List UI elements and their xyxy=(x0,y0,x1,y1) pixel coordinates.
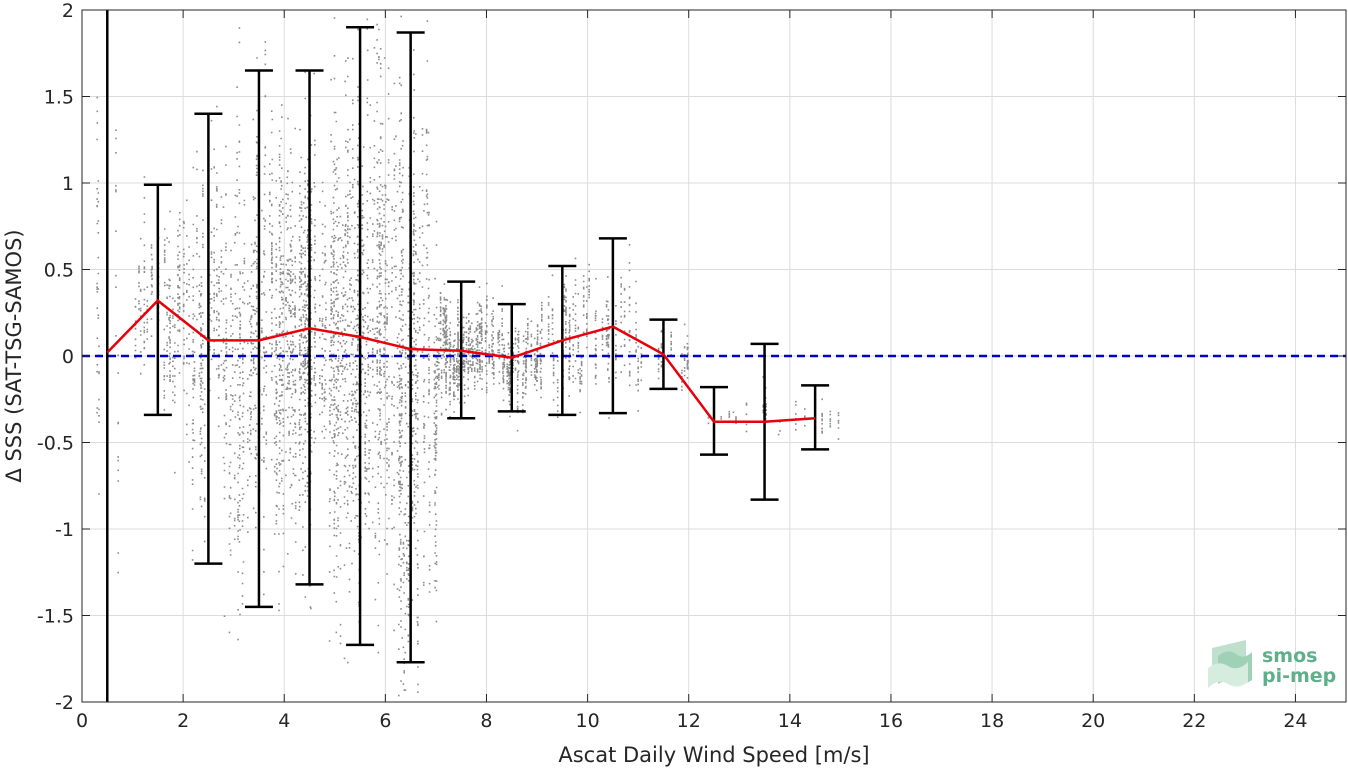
x-tick-label: 12 xyxy=(677,710,701,732)
y-tick-label: 2 xyxy=(62,0,74,22)
y-tick-label: 1 xyxy=(62,173,74,195)
y-tick-label: 0.5 xyxy=(44,260,74,282)
y-tick-label: 1.5 xyxy=(44,87,74,109)
x-tick-label: 14 xyxy=(778,710,802,732)
logo-line2: pi-mep xyxy=(1262,665,1336,687)
smos-pimep-logo: smos pi-mep xyxy=(1208,640,1336,688)
y-tick-label: -1 xyxy=(55,519,74,541)
x-tick-label: 24 xyxy=(1283,710,1307,732)
x-tick-label: 10 xyxy=(576,710,600,732)
scatter-points xyxy=(96,15,840,697)
y-tick-label: -1.5 xyxy=(37,606,74,628)
x-tick-label: 8 xyxy=(480,710,492,732)
x-tick-label: 20 xyxy=(1081,710,1105,732)
y-axis-title: Δ SSS (SAT-TSG-SAMOS) xyxy=(2,229,26,482)
scatter-cloud xyxy=(96,15,840,697)
logo-line1: smos xyxy=(1262,645,1317,667)
y-tick-label: 0 xyxy=(62,346,74,368)
x-axis: 0 2 4 6 8 10 12 14 16 18 20 22 24 xyxy=(76,10,1308,732)
y-tick-label: -0.5 xyxy=(37,433,74,455)
x-axis-title: Ascat Daily Wind Speed [m/s] xyxy=(558,743,869,767)
x-tick-label: 18 xyxy=(980,710,1004,732)
y-axis: -2 -1.5 -1 -0.5 0 0.5 1 1.5 2 xyxy=(37,0,1346,714)
logo-wave-icon xyxy=(1208,640,1252,688)
x-tick-label: 0 xyxy=(76,710,88,732)
x-tick-label: 2 xyxy=(177,710,189,732)
mean-line xyxy=(106,298,816,423)
x-tick-label: 4 xyxy=(278,710,290,732)
x-tick-label: 16 xyxy=(879,710,903,732)
x-tick-label: 6 xyxy=(379,710,391,732)
x-tick-label: 22 xyxy=(1182,710,1206,732)
y-tick-label: -2 xyxy=(55,692,74,714)
